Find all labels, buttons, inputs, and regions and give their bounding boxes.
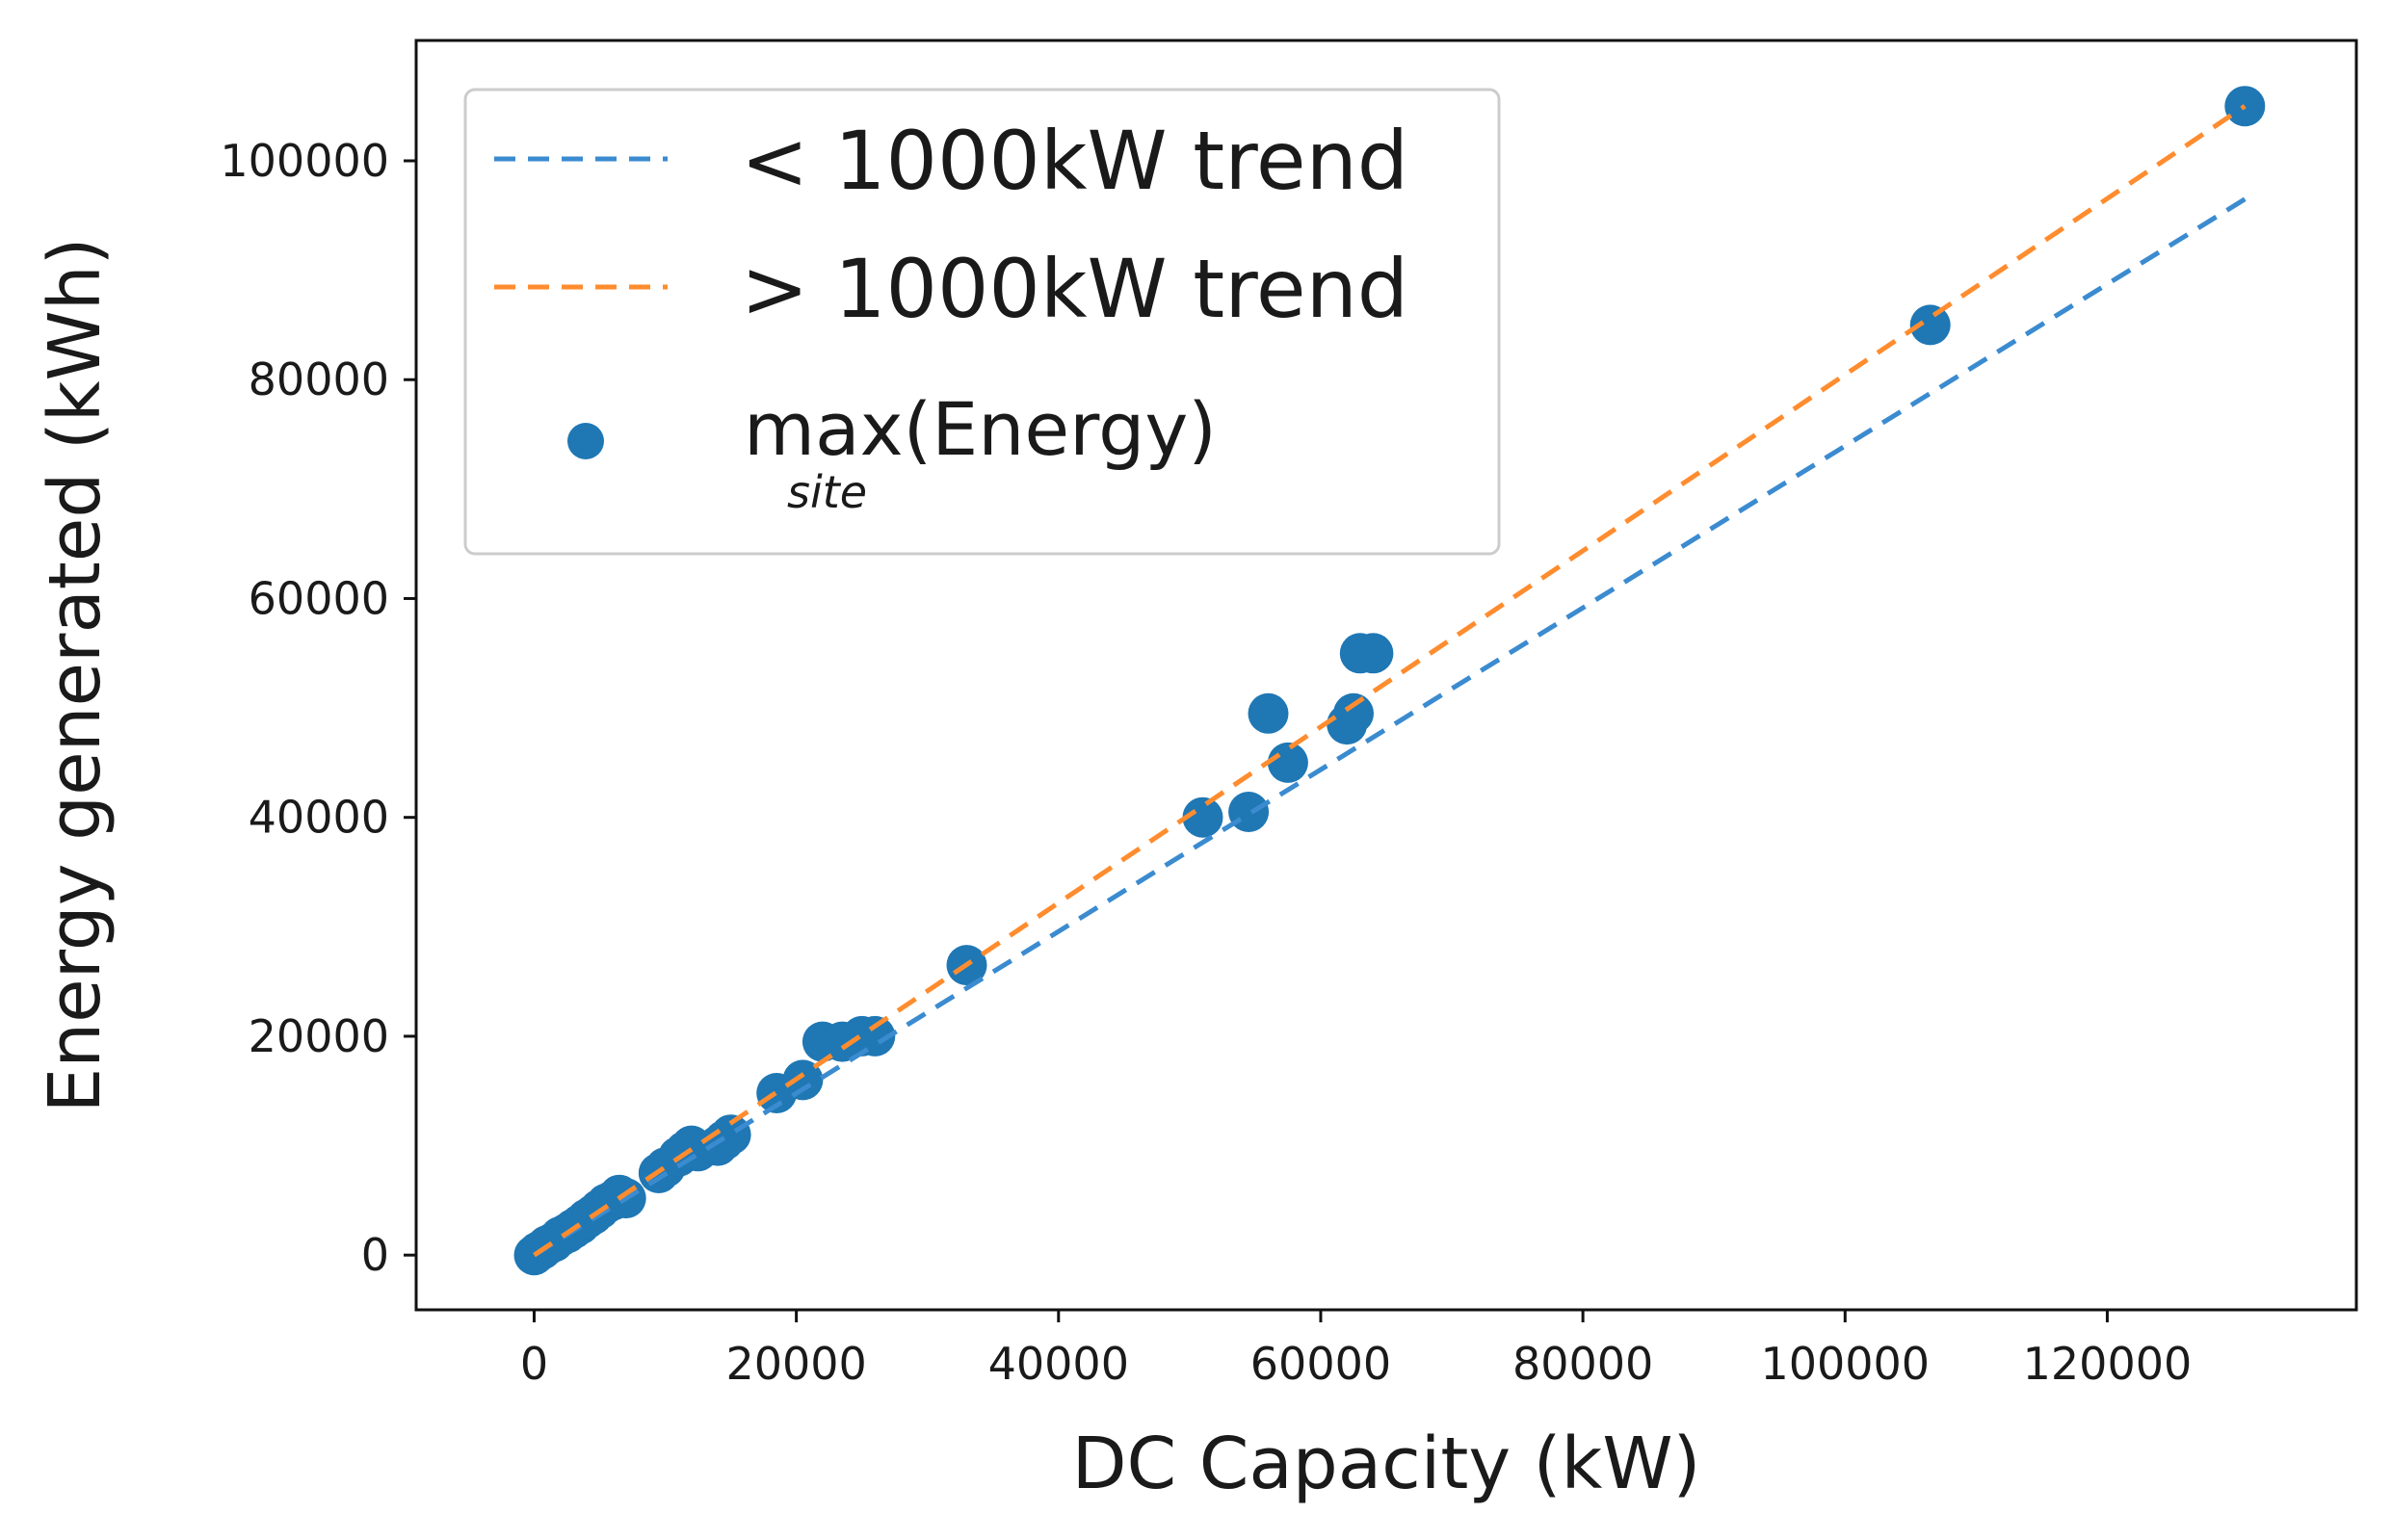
data-point-35 — [1267, 742, 1308, 783]
x-tick-label: 20000 — [725, 1338, 866, 1390]
plot-frame — [414, 39, 2358, 1312]
x-tick-label: 120000 — [2023, 1338, 2193, 1390]
legend: < 1000kW trend > 1000kW trend max(Energy… — [463, 88, 1501, 556]
x-tick-label: 40000 — [988, 1338, 1129, 1390]
data-point-37 — [1333, 692, 1374, 734]
y-tick-label: 60000 — [249, 572, 389, 624]
legend-label-max-energy: max(Energy) — [744, 386, 1217, 472]
plot-area — [513, 86, 2266, 1276]
y-axis-title: Energy generated (kWh) — [34, 238, 117, 1113]
data-point-24 — [710, 1114, 751, 1156]
x-tick-label: 100000 — [1760, 1338, 1930, 1390]
legend-label-under-1000kw: < 1000kW trend — [741, 114, 1408, 208]
data-point-40 — [1909, 304, 1951, 346]
data-point-33 — [1228, 792, 1270, 832]
legend-swatch-max-energy — [567, 423, 604, 459]
trend-line-over-1000kw — [533, 104, 2247, 1258]
y-tick-label: 80000 — [249, 353, 389, 405]
data-point-34 — [1248, 692, 1289, 734]
data-point-32 — [1182, 796, 1223, 838]
y-tick-label: 100000 — [220, 135, 389, 187]
legend-label-max-energy-subscript: site — [787, 466, 867, 518]
legend-label-over-1000kw: > 1000kW trend — [741, 242, 1408, 336]
x-tick-label: 0 — [520, 1338, 548, 1390]
x-axis-ticks: 0 20000 40000 60000 80000 100000 120000 — [520, 1310, 2192, 1390]
data-point-30 — [854, 1015, 896, 1057]
data-point-26 — [782, 1059, 824, 1101]
x-tick-label: 60000 — [1250, 1338, 1391, 1390]
x-tick-label: 80000 — [1512, 1338, 1653, 1390]
y-tick-label: 0 — [361, 1229, 389, 1281]
legend-frame — [463, 88, 1501, 556]
x-axis-title: DC Capacity (kW) — [1072, 1423, 1701, 1505]
y-tick-label: 20000 — [249, 1010, 389, 1062]
data-point-39 — [1353, 633, 1394, 674]
y-tick-label: 40000 — [249, 792, 389, 844]
y-axis-ticks: 0 20000 40000 60000 80000 100000 — [220, 135, 416, 1281]
